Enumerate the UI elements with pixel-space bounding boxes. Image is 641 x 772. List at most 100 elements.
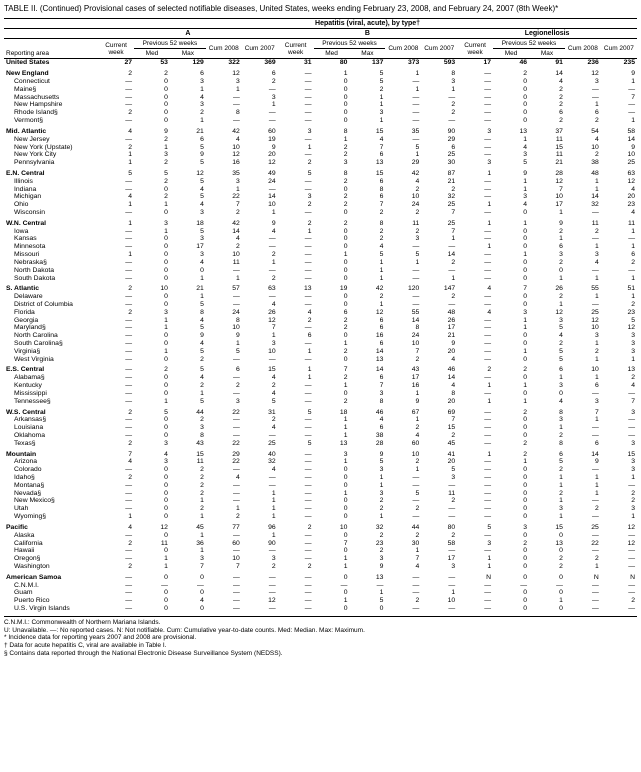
table-row: Maryland§—15107—26817—151012 [4, 324, 637, 332]
data-cell: 6 [529, 363, 565, 374]
data-cell: 0 [134, 382, 170, 390]
data-cell: — [457, 86, 493, 94]
area-cell: New Jersey [4, 136, 98, 144]
data-cell: — [98, 505, 134, 513]
data-cell: — [278, 356, 314, 364]
data-cell: 0 [493, 605, 529, 613]
table-row: Wyoming§10121—01———01—1 [4, 513, 637, 521]
data-cell: 4 [493, 144, 529, 152]
data-cell: — [98, 382, 134, 390]
data-cell: 1 [493, 458, 529, 466]
table-body: United States275312932236931801373735931… [4, 59, 637, 613]
data-cell: — [278, 497, 314, 505]
data-cell: — [385, 243, 421, 251]
data-cell: 25 [242, 440, 278, 448]
area-cell: Kansas [4, 235, 98, 243]
data-cell: 1 [493, 217, 529, 228]
table-row: Idaho§2024——01—3—0111 [4, 474, 637, 482]
data-cell: 2 [98, 563, 134, 571]
data-cell: — [98, 117, 134, 125]
data-cell: 6 [349, 424, 385, 432]
data-cell: 15 [529, 521, 565, 532]
data-cell: — [278, 390, 314, 398]
data-cell: 2 [314, 398, 350, 406]
data-cell: 12 [601, 540, 637, 548]
data-cell: — [242, 235, 278, 243]
data-cell: 10 [421, 597, 457, 605]
data-cell: 6 [278, 332, 314, 340]
table-row: Delaware—01———02—2—0211 [4, 293, 637, 301]
area-cell: Georgia [4, 317, 98, 325]
data-cell: 0 [134, 390, 170, 398]
area-cell: Connecticut [4, 78, 98, 86]
data-cell: 11 [529, 136, 565, 144]
col-max-b: Max [349, 49, 385, 59]
data-cell: 2 [601, 259, 637, 267]
data-cell: 6 [349, 324, 385, 332]
data-cell: 0 [134, 513, 170, 521]
data-cell: 3 [278, 193, 314, 201]
data-cell: 2 [242, 251, 278, 259]
table-row: Arkansas§—02—2—1417—031— [4, 416, 637, 424]
table-row: Florida23824264612554843122523 [4, 309, 637, 317]
data-cell: 35 [385, 125, 421, 136]
data-cell: 1 [565, 374, 601, 382]
data-cell: 14 [421, 374, 457, 382]
data-cell: 0 [314, 605, 350, 613]
data-cell: 3 [170, 78, 206, 86]
data-cell: — [98, 293, 134, 301]
data-cell: — [457, 490, 493, 498]
data-cell: 2 [493, 406, 529, 417]
data-cell: 14 [601, 136, 637, 144]
data-cell: — [278, 275, 314, 283]
data-cell: 11 [170, 458, 206, 466]
data-cell: 2 [134, 67, 170, 78]
data-cell: 1 [98, 513, 134, 521]
data-cell: 6 [565, 109, 601, 117]
data-cell: 17 [457, 59, 493, 67]
data-cell: 1 [170, 117, 206, 125]
data-cell: 0 [314, 293, 350, 301]
col-cum07-a: Cum 2007 [242, 39, 278, 59]
data-cell: 63 [242, 282, 278, 293]
data-cell: 1 [457, 555, 493, 563]
data-cell: 23 [601, 309, 637, 317]
data-cell: 19 [242, 136, 278, 144]
data-cell: 20 [421, 348, 457, 356]
data-cell: 10 [134, 282, 170, 293]
data-cell: — [457, 356, 493, 364]
subtitle: Hepatitis (viral, acute), by type† [98, 19, 637, 29]
data-cell: 0 [314, 235, 350, 243]
data-cell: 1 [314, 490, 350, 498]
data-cell: 32 [565, 201, 601, 209]
data-cell: — [457, 101, 493, 109]
data-cell: — [206, 547, 242, 555]
data-cell: 1 [206, 505, 242, 513]
data-cell: 9 [385, 398, 421, 406]
data-cell: 0 [493, 390, 529, 398]
data-cell: 7 [206, 201, 242, 209]
data-cell: 0 [529, 532, 565, 540]
data-cell: 0 [134, 497, 170, 505]
data-cell: — [457, 605, 493, 613]
data-cell: — [565, 209, 601, 217]
data-cell: 3 [529, 251, 565, 259]
data-cell: 2 [421, 293, 457, 301]
data-cell: 5 [170, 324, 206, 332]
table-row: S. Atlantic21021576313194212014747265551 [4, 282, 637, 293]
data-cell: 0 [134, 432, 170, 440]
data-cell: 2 [601, 301, 637, 309]
data-cell: 2 [242, 382, 278, 390]
data-cell: 60 [242, 125, 278, 136]
data-cell: 0 [314, 109, 350, 117]
table-row: North Carolina—099160162421—0433 [4, 332, 637, 340]
data-cell: 8 [314, 167, 350, 178]
data-cell: — [278, 235, 314, 243]
data-cell: 5 [349, 67, 385, 78]
data-cell: — [565, 94, 601, 102]
data-cell: — [601, 235, 637, 243]
data-cell: — [565, 235, 601, 243]
data-cell: 1 [170, 513, 206, 521]
table-row: West Virginia—02———01324—0511 [4, 356, 637, 364]
data-cell: 1 [529, 424, 565, 432]
